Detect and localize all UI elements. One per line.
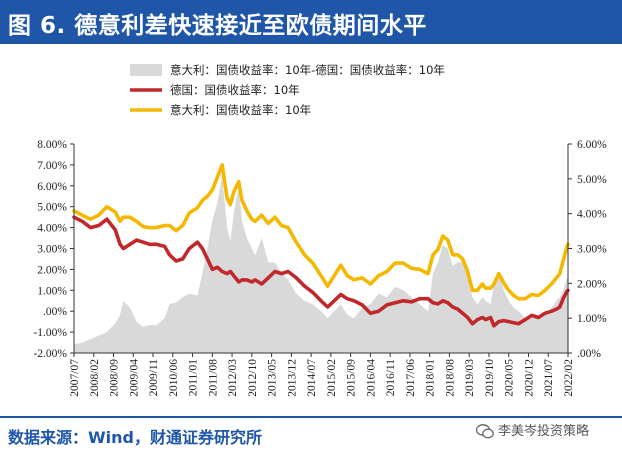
right-tick-label: 4.00% (577, 209, 607, 221)
watermark-text: 李美岑投资策略 (498, 424, 590, 439)
x-tick-label: 2009/04 (128, 359, 140, 397)
x-tick-label: 2020/12 (523, 359, 535, 397)
right-tick-label: 5.00% (577, 174, 607, 186)
right-tick-label: 2.00% (577, 278, 607, 290)
x-tick-label: 2012/10 (247, 359, 259, 397)
left-tick-label: 1.00% (37, 285, 67, 297)
watermark: 李美岑投资策略 (476, 420, 589, 439)
x-tick-label: 2008/09 (109, 359, 121, 397)
chart-title: 图 6. 德意利差快速接近至欧债期间水平 (8, 13, 427, 39)
x-tick-label: 2014/07 (306, 359, 318, 397)
x-tick-label: 2022/02 (563, 359, 575, 397)
left-tick-label: -2.00% (33, 348, 67, 360)
left-tick-label: 7.00% (37, 160, 67, 172)
x-tick-label: 2012/03 (227, 359, 239, 397)
x-tick-label: 2018/01 (425, 359, 437, 397)
data-source-note: 数据来源：Wind，财通证券研究所 (8, 428, 262, 447)
legend-label: 意大利：国债收益率：10年 (170, 103, 311, 117)
left-tick-label: .00% (43, 306, 67, 318)
x-tick-label: 2015/02 (326, 359, 338, 397)
left-tick-label: 8.00% (37, 139, 67, 151)
left-tick-label: 4.00% (37, 223, 67, 235)
left-tick-label: 3.00% (37, 244, 67, 256)
germany-yield-line (72, 215, 570, 328)
x-tick-label: 2020/05 (504, 359, 516, 397)
x-tick-label: 2009/11 (148, 359, 160, 397)
left-tick-label: 6.00% (37, 181, 67, 193)
spread-area (74, 175, 568, 353)
x-tick-label: 2016/11 (385, 359, 397, 397)
x-tick-label: 2015/09 (346, 359, 358, 397)
x-tick-label: 2018/08 (444, 359, 456, 397)
right-tick-label: 6.00% (577, 139, 607, 151)
right-tick-label: 1.00% (577, 313, 607, 325)
x-tick-label: 2007/07 (69, 359, 81, 397)
left-tick-label: 2.00% (37, 264, 67, 276)
x-tick-label: 2019/10 (484, 359, 496, 397)
x-tick-label: 2017/06 (405, 359, 417, 397)
legend-label: 德国：国债收益率：10年 (170, 83, 300, 97)
chart: 意大利：国债收益率：10年-德国：国债收益率：10年德国：国债收益率：10年意大… (33, 63, 607, 397)
right-tick-label: .00% (577, 348, 601, 360)
x-tick-label: 2016/04 (365, 359, 377, 397)
wechat-icon (476, 424, 494, 439)
axes: -2.00% -1.00% .00% 1.00% 2.00% 3.00% 4.00% 5.00… (33, 139, 607, 397)
legend-label: 意大利：国债收益率：10年-德国：国债收益率：10年 (170, 63, 445, 77)
left-tick-label: -1.00% (33, 327, 67, 339)
left-tick-label: 5.00% (37, 202, 67, 214)
x-tick-label: 2008/02 (89, 359, 101, 397)
x-tick-label: 2021/07 (543, 359, 555, 397)
italy-yield-line (72, 163, 570, 301)
x-tick-label: 2013/05 (267, 359, 279, 397)
legend-swatch (130, 64, 162, 76)
title-bar: 图 6. 德意利差快速接近至欧债期间水平 (0, 0, 622, 44)
legend: 意大利：国债收益率：10年-德国：国债收益率：10年德国：国债收益率：10年意大… (130, 63, 445, 117)
plot-area (72, 163, 570, 353)
x-tick-label: 2011/01 (188, 359, 200, 397)
x-tick-label: 2011/08 (207, 359, 219, 397)
right-tick-label: 3.00% (577, 244, 607, 256)
x-tick-label: 2019/03 (464, 359, 476, 397)
footer-divider (0, 416, 622, 418)
x-tick-label: 2013/12 (286, 359, 298, 397)
x-tick-label: 2010/06 (168, 359, 180, 397)
